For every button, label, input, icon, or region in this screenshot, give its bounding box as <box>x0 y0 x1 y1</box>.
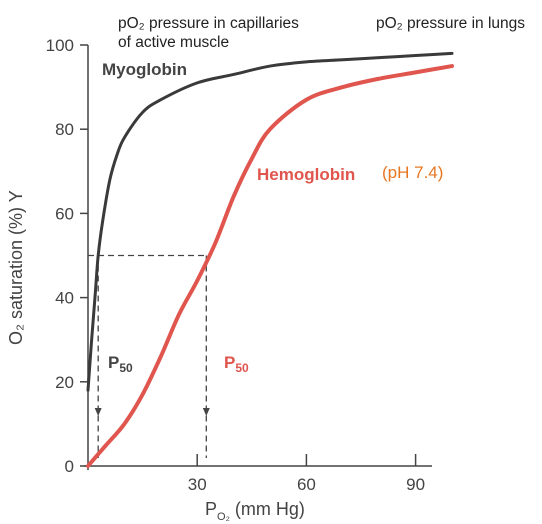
hemoglobin-curve <box>86 64 454 468</box>
y-tick-label-100: 100 <box>46 36 74 55</box>
p50-guides <box>88 254 210 458</box>
y-tick-label-80: 80 <box>55 120 74 139</box>
y-tick-label-60: 60 <box>55 204 74 223</box>
hemoglobin-label: Hemoglobin <box>257 165 355 184</box>
x-tick-label-30: 30 <box>188 475 207 494</box>
x-tick-label-90: 90 <box>406 475 425 494</box>
myoglobin-p50-arrow <box>94 408 102 416</box>
ph-label: (pH 7.4) <box>382 163 443 182</box>
y-tick-label-20: 20 <box>55 373 74 392</box>
y-tick-label-40: 40 <box>55 289 74 308</box>
x-tick-label-60: 60 <box>297 475 316 494</box>
ticks: 0 20 40 60 80 100 30 60 90 <box>46 36 425 494</box>
y-axis-label: O₂ saturation (%) Y <box>6 190 26 345</box>
y-tick-label-0: 0 <box>65 457 74 476</box>
myoglobin-p50-label: P50 <box>108 353 133 375</box>
capillaries-annotation: pO₂ pressure in capillaries <box>118 15 299 32</box>
x-axis-label: PO₂ (mm Hg) <box>205 499 305 523</box>
hemoglobin-p50-label: P50 <box>224 353 249 375</box>
series <box>86 51 454 468</box>
myoglobin-curve <box>86 51 454 392</box>
hemoglobin-p50-arrow <box>202 408 210 416</box>
myoglobin-label: Myoglobin <box>102 60 187 79</box>
axes <box>84 45 432 470</box>
capillaries-annotation-line2: of active muscle <box>118 34 229 51</box>
lungs-annotation: pO₂ pressure in lungs <box>376 15 525 32</box>
